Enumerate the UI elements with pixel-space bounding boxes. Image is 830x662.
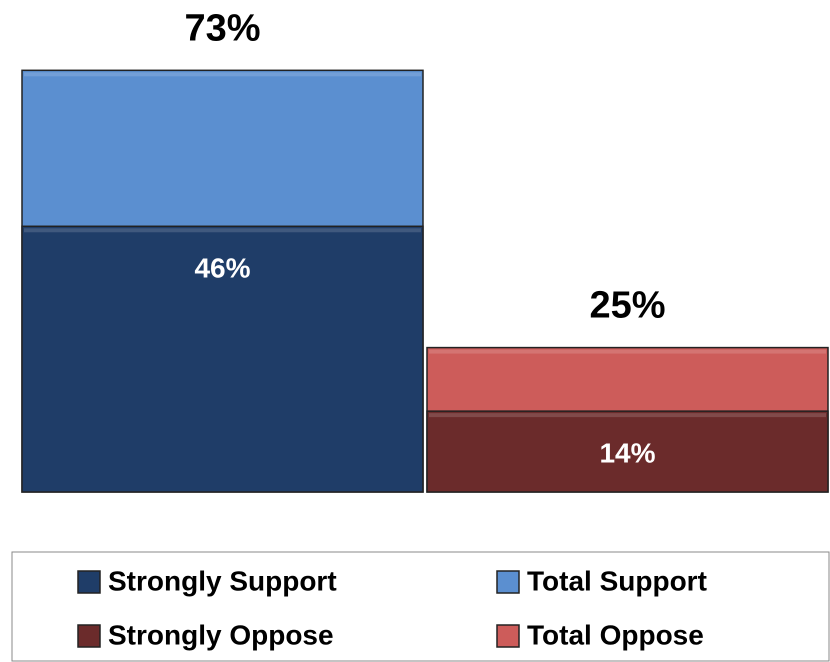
bar [426, 410, 829, 493]
bar-highlight [429, 413, 826, 418]
legend-swatch [496, 570, 520, 594]
data-label: 14% [599, 438, 655, 469]
legend-label: Total Support [527, 565, 707, 596]
legend-swatch [77, 570, 101, 594]
legend-label: Strongly Oppose [108, 619, 334, 650]
bar-highlight [24, 72, 421, 77]
bar [21, 225, 424, 493]
bar-highlight [24, 228, 421, 233]
legend-label: Total Oppose [527, 619, 704, 650]
legend-label: Strongly Support [108, 565, 337, 596]
legend-swatch [77, 624, 101, 648]
data-label: 46% [194, 253, 250, 284]
legend-box [11, 551, 830, 662]
legend-swatch [496, 624, 520, 648]
bar-highlight [429, 349, 826, 354]
data-label: 25% [589, 285, 665, 327]
data-label: 73% [184, 7, 260, 49]
